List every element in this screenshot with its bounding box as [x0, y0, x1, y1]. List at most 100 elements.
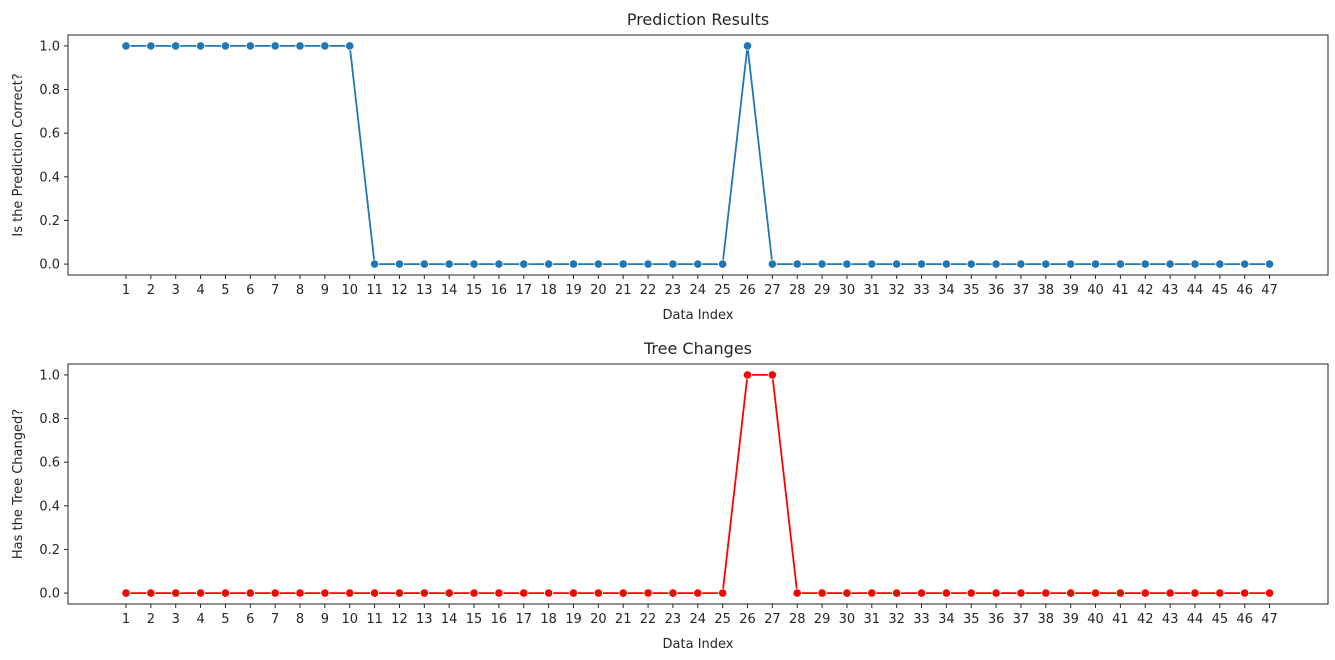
x-tick-label: 25 [714, 283, 731, 298]
x-tick-label: 39 [1062, 283, 1079, 298]
data-point [916, 588, 927, 598]
x-tick-label: 36 [988, 612, 1005, 627]
data-point [195, 588, 206, 598]
x-tick-label: 18 [540, 612, 557, 627]
x-tick-label: 26 [739, 283, 756, 298]
x-tick-label: 35 [963, 612, 980, 627]
data-point [941, 588, 951, 598]
series-marks [121, 41, 1275, 269]
x-tick-label: 39 [1062, 612, 1079, 627]
x-tick-label: 24 [690, 612, 707, 627]
y-axis: 0.0 0.2 0.4 0.6 0.8 1.0 [39, 368, 68, 602]
data-point [245, 41, 255, 51]
data-point [295, 588, 305, 598]
data-point [742, 370, 753, 380]
data-point [1215, 259, 1225, 269]
data-point [270, 588, 280, 598]
data-point [718, 259, 728, 269]
data-point [568, 588, 579, 598]
x-tick-label: 28 [789, 283, 806, 298]
y-axis-label: Is the Prediction Correct? [11, 73, 26, 236]
x-tick-label: 21 [615, 612, 632, 627]
data-point [444, 259, 454, 269]
data-point [1016, 588, 1026, 598]
x-tick-label: 9 [321, 612, 329, 627]
data-point [494, 259, 504, 269]
data-point [1041, 588, 1051, 598]
x-tick-label: 37 [1013, 283, 1030, 298]
data-point [1090, 588, 1101, 598]
plot-area [67, 34, 1329, 276]
x-tick-label: 18 [540, 283, 557, 298]
x-tick-label: 29 [814, 612, 831, 627]
data-point [444, 588, 454, 598]
x-tick-label: 11 [366, 612, 383, 627]
data-point [419, 259, 429, 269]
x-tick-label: 8 [296, 283, 304, 298]
data-point [394, 588, 405, 598]
data-point [792, 259, 802, 269]
x-tick-label: 40 [1087, 283, 1104, 298]
data-point [842, 588, 852, 598]
x-tick-label: 40 [1087, 612, 1104, 627]
data-point [643, 259, 653, 269]
x-tick-label: 25 [714, 612, 731, 627]
x-tick-label: 20 [590, 283, 607, 298]
x-tick-label: 5 [221, 612, 229, 627]
data-point [1066, 259, 1076, 269]
x-tick-label: 5 [221, 283, 229, 298]
x-tick-label: 37 [1013, 612, 1030, 627]
data-point [842, 259, 852, 269]
x-tick-label: 47 [1261, 283, 1278, 298]
data-point [966, 588, 976, 598]
x-tick-label: 4 [196, 612, 204, 627]
x-tick-label: 11 [366, 283, 383, 298]
x-tick-label: 6 [246, 283, 254, 298]
data-point [892, 588, 902, 598]
x-tick-label: 44 [1187, 283, 1204, 298]
x-tick-label: 47 [1261, 612, 1278, 627]
x-tick-label: 2 [147, 283, 155, 298]
x-tick-label: 15 [466, 612, 483, 627]
data-point [991, 588, 1001, 598]
x-tick-label: 14 [441, 283, 458, 298]
data-point [1190, 588, 1200, 598]
x-tick-label: 23 [665, 283, 682, 298]
x-tick-label: 3 [172, 283, 180, 298]
x-tick-label: 41 [1112, 283, 1129, 298]
data-point [916, 259, 927, 269]
data-point [618, 259, 628, 269]
data-point [867, 259, 877, 269]
data-point [1264, 259, 1275, 269]
data-point [668, 588, 678, 598]
x-tick-label: 41 [1112, 612, 1129, 627]
x-tick-label: 9 [321, 283, 329, 298]
data-point [320, 41, 330, 51]
x-tick-label: 16 [491, 283, 508, 298]
x-tick-label: 27 [764, 283, 781, 298]
x-tick-label: 12 [391, 612, 408, 627]
y-axis: 0.0 0.2 0.4 0.6 0.8 1.0 [39, 39, 68, 273]
data-point [544, 259, 554, 269]
data-point [693, 259, 703, 269]
data-point [494, 588, 504, 598]
data-point [817, 588, 827, 598]
x-tick-label: 31 [864, 612, 881, 627]
x-tick-label: 12 [391, 283, 408, 298]
x-tick-label: 21 [615, 283, 632, 298]
x-axis-label: Data Index [663, 637, 734, 652]
data-point [1016, 259, 1026, 269]
y-tick-label: 1.0 [39, 39, 60, 54]
x-tick-label: 46 [1236, 612, 1253, 627]
x-tick-label: 22 [640, 612, 657, 627]
data-point [171, 588, 181, 598]
chart-title: Tree Changes [643, 339, 752, 358]
plot-area [67, 363, 1329, 605]
y-tick-label: 0.0 [39, 258, 60, 273]
data-point [1140, 259, 1150, 269]
x-tick-label: 3 [172, 612, 180, 627]
data-point [1190, 259, 1200, 269]
x-axis-label: Data Index [663, 308, 734, 323]
data-point [1165, 259, 1175, 269]
